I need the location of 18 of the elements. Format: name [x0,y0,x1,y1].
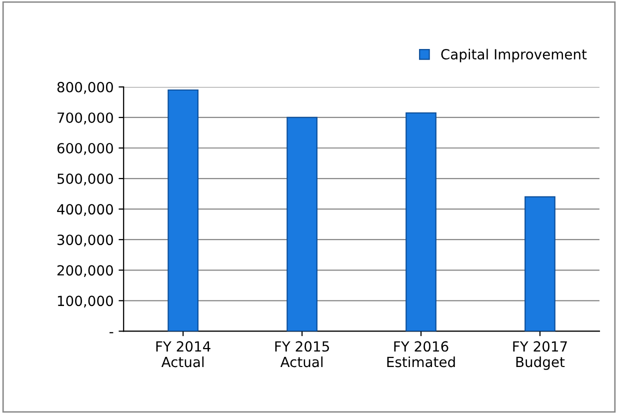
y-tick-label: 300,000 [58,234,113,246]
x-tick-label: FY 2017 Budget [513,341,567,370]
x-tick-label: FY 2014 Actual [156,341,210,368]
x-tick-label: FY 2015 Actual [275,341,329,368]
y-tick-label: 400,000 [57,204,113,216]
bar [168,89,199,332]
bar [524,196,556,332]
bar [286,116,318,332]
y-tick-label: 600,000 [57,142,113,155]
bar [406,112,436,332]
y-tick-label: 500,000 [58,174,113,186]
y-tick-label: 200,000 [57,265,113,278]
legend-label: Capital Improvement [441,48,587,62]
y-tick-label: 700,000 [58,112,113,124]
x-tick-label: FY 2016 Estimated [387,341,455,368]
y-tick-label: - [110,332,114,334]
y-tick-label: 800,000 [57,82,113,94]
y-tick-label: 100,000 [58,296,113,308]
